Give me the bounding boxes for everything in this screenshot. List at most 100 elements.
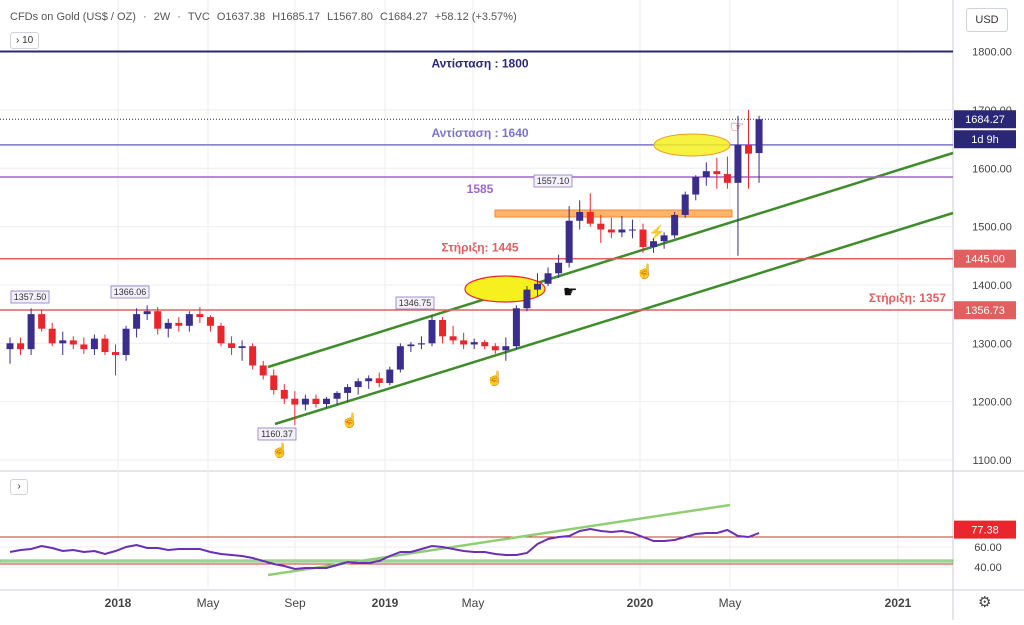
candle[interactable] xyxy=(259,360,267,380)
price-axis-tick-label: 1500.00 xyxy=(972,222,1012,234)
candle[interactable] xyxy=(280,384,288,404)
candle[interactable] xyxy=(681,191,689,218)
candle[interactable] xyxy=(460,332,468,350)
price-callout[interactable]: 1357.50 xyxy=(10,290,50,304)
candle[interactable] xyxy=(27,308,35,355)
candle[interactable] xyxy=(428,315,436,347)
candle[interactable] xyxy=(270,369,278,395)
candle[interactable] xyxy=(713,157,721,189)
lower-channel-line[interactable] xyxy=(274,211,954,426)
candle[interactable] xyxy=(523,286,531,312)
rsi-series-line[interactable] xyxy=(9,527,760,571)
candle[interactable] xyxy=(80,337,88,354)
price-callout[interactable]: 1366.06 xyxy=(110,285,150,299)
candle[interactable] xyxy=(660,232,668,249)
yellow-highlight-ellipse[interactable] xyxy=(653,133,731,157)
candle[interactable] xyxy=(185,311,193,332)
candle[interactable] xyxy=(101,334,109,355)
indicator-toggle[interactable]: › 10 xyxy=(10,32,40,49)
candle[interactable] xyxy=(512,305,520,350)
candle[interactable] xyxy=(90,334,98,355)
candle[interactable] xyxy=(417,336,425,350)
candle[interactable] xyxy=(734,115,742,256)
candle[interactable] xyxy=(344,384,352,402)
candle[interactable] xyxy=(692,175,700,201)
candle[interactable] xyxy=(38,309,46,332)
candle[interactable] xyxy=(628,219,636,239)
candle[interactable] xyxy=(133,308,141,338)
candle[interactable] xyxy=(333,391,341,405)
candle[interactable] xyxy=(354,378,362,395)
candle[interactable] xyxy=(671,212,679,239)
candle[interactable] xyxy=(238,340,246,361)
orange-zone-rectangle[interactable] xyxy=(494,209,733,218)
candle[interactable] xyxy=(565,206,573,268)
rsi-collapse-button[interactable]: › xyxy=(10,479,28,495)
candle[interactable] xyxy=(312,394,320,408)
candle[interactable] xyxy=(597,214,605,243)
candle[interactable] xyxy=(154,307,162,335)
candle[interactable] xyxy=(650,238,658,253)
candle[interactable] xyxy=(143,305,151,320)
candle[interactable] xyxy=(544,267,552,287)
candle[interactable] xyxy=(48,322,56,347)
candle[interactable] xyxy=(69,336,77,350)
candle[interactable] xyxy=(365,375,373,389)
candle[interactable] xyxy=(439,317,447,344)
upper-channel-line[interactable] xyxy=(267,151,954,369)
price-callout[interactable]: 1160.37 xyxy=(257,427,297,441)
candle-body xyxy=(206,317,214,326)
rsi-value-flag[interactable]: 77.38 xyxy=(954,520,1016,539)
candle[interactable] xyxy=(755,115,763,183)
candle[interactable] xyxy=(618,216,626,238)
candle[interactable] xyxy=(555,254,563,278)
candle[interactable] xyxy=(17,337,25,355)
price-level-flag[interactable]: 1356.73 xyxy=(954,301,1016,320)
candle[interactable] xyxy=(407,342,415,353)
candle[interactable] xyxy=(196,307,204,323)
last-price-value: 1684.27 xyxy=(965,114,1005,126)
candle-body xyxy=(90,338,98,350)
price-callout[interactable]: 1346.75 xyxy=(395,296,435,310)
candle[interactable] xyxy=(6,337,14,364)
candle[interactable] xyxy=(164,318,172,338)
candle[interactable] xyxy=(481,339,489,350)
gear-icon[interactable]: ⚙ xyxy=(978,594,992,611)
candle[interactable] xyxy=(576,200,584,230)
currency-button[interactable]: USD xyxy=(966,8,1008,32)
candle[interactable] xyxy=(534,273,541,297)
candle[interactable] xyxy=(175,317,183,332)
candle[interactable] xyxy=(206,315,214,332)
candle[interactable] xyxy=(586,193,594,227)
candle[interactable] xyxy=(249,343,257,370)
candle[interactable] xyxy=(217,322,225,347)
price-axis-tick-label: 1200.00 xyxy=(972,397,1012,409)
candle[interactable] xyxy=(112,344,119,376)
price-callout[interactable]: 1557.10 xyxy=(533,174,573,188)
candle[interactable] xyxy=(301,394,309,411)
candle[interactable] xyxy=(396,343,404,373)
last-price-flag[interactable]: 1684.27 1d 9h xyxy=(954,110,1016,149)
candle[interactable] xyxy=(491,343,499,354)
candle[interactable] xyxy=(745,109,752,189)
candle[interactable] xyxy=(375,372,383,388)
candle[interactable] xyxy=(59,331,67,355)
candle[interactable] xyxy=(122,325,130,361)
price-axis-tick-label: 1800.00 xyxy=(972,47,1012,59)
candle[interactable] xyxy=(723,156,731,189)
candle[interactable] xyxy=(386,366,394,386)
price-level-flag[interactable]: 1445.00 xyxy=(954,249,1016,268)
interval-label[interactable]: 2W xyxy=(153,11,171,23)
yellow-highlight-ellipse[interactable] xyxy=(464,275,546,303)
candle[interactable] xyxy=(639,223,647,253)
candle[interactable] xyxy=(323,396,330,408)
candle[interactable] xyxy=(702,162,710,186)
candle[interactable] xyxy=(502,337,510,361)
candle[interactable] xyxy=(449,325,457,345)
candle[interactable] xyxy=(228,336,236,355)
candle[interactable] xyxy=(291,391,299,425)
candle[interactable] xyxy=(470,338,478,350)
symbol-title[interactable]: CFDs on Gold (US$ / OZ) xyxy=(10,11,136,23)
candle[interactable] xyxy=(607,217,615,239)
